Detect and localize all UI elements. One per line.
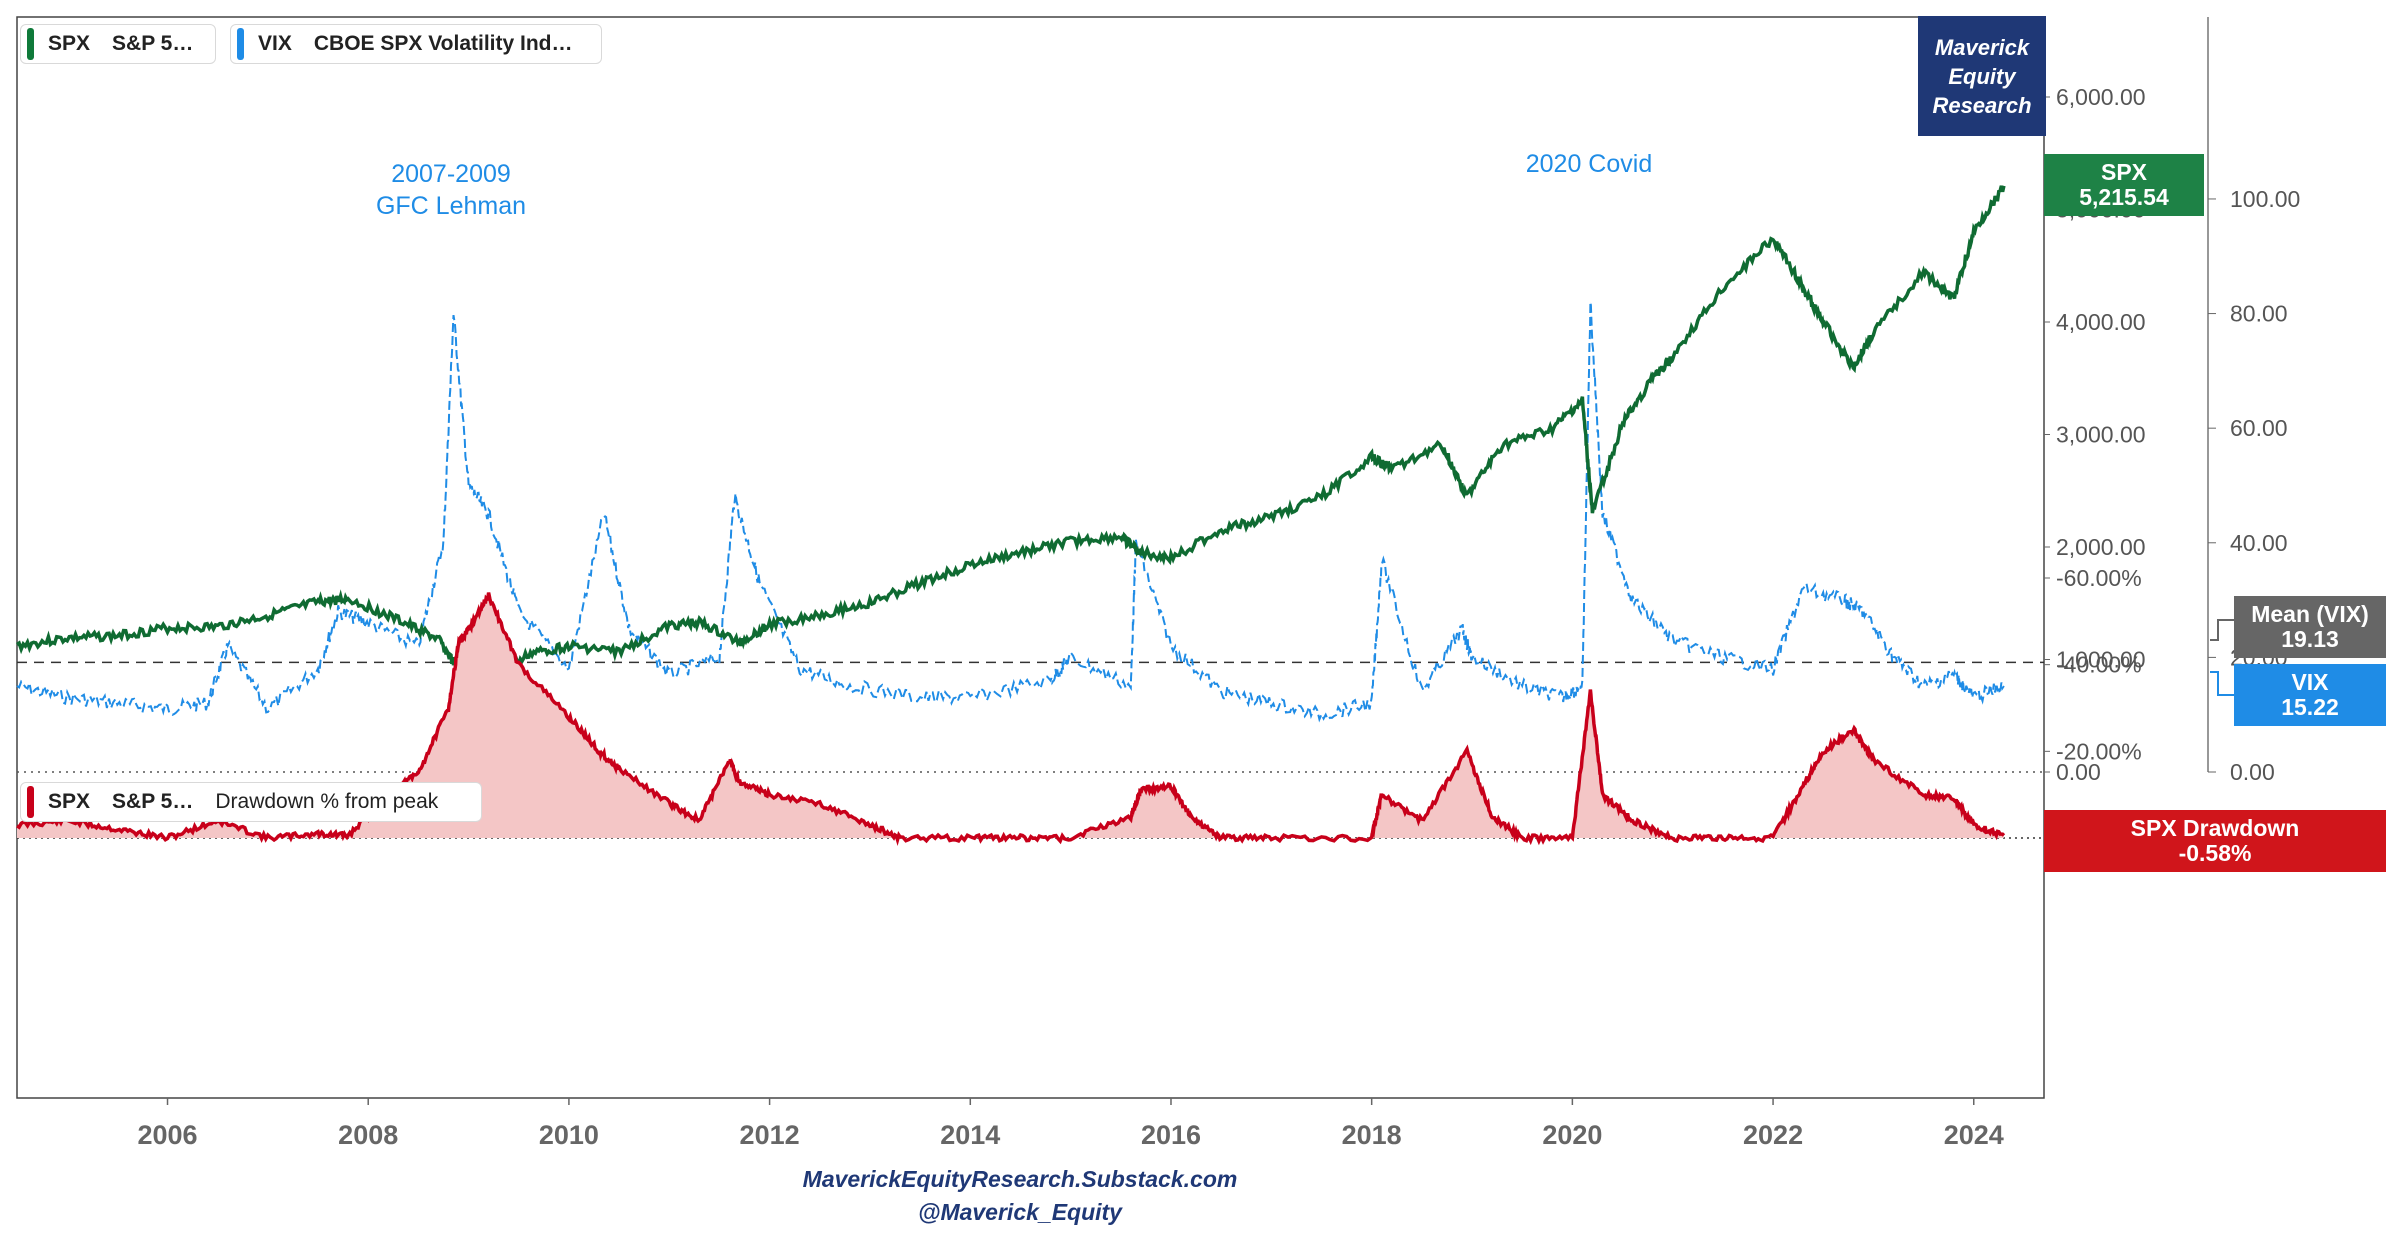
mean-tag-value: 19.13 (2281, 626, 2339, 652)
drawdown-color-swatch (27, 786, 34, 818)
legend-vix-name: CBOE SPX Volatility Ind… (313, 32, 573, 55)
spx-tick-label: 6,000.00 (2056, 84, 2146, 110)
x-tick-label-2006: 2006 (137, 1120, 197, 1150)
legend-drawdown-ticker: SPX (48, 790, 91, 813)
spx-color-swatch (27, 28, 34, 60)
x-tick-label-2014: 2014 (940, 1120, 1000, 1150)
spx-tick-label: 0.00 (2056, 759, 2101, 785)
mean-tag-label: Mean (VIX) (2251, 601, 2369, 627)
legend-spx-ticker: SPX (48, 32, 91, 55)
spx-tag-label: SPX (2100, 159, 2148, 185)
brand-line-3: Research (1932, 92, 2032, 118)
drawdown-tick-label: -20.00% (2056, 738, 2142, 764)
legend-vix[interactable]: VIX CBOE SPX Volatility Ind… (230, 24, 602, 64)
plot-frame (16, 16, 2045, 1099)
annotation-gfc-line2: GFC Lehman (376, 192, 526, 220)
x-tick-label-2016: 2016 (1141, 1120, 1201, 1150)
legend-drawdown-name: S&P 5… (112, 790, 194, 813)
x-tick-label-2012: 2012 (740, 1120, 800, 1150)
vix-last-value-tag: VIX 15.22 (2234, 664, 2386, 726)
brand-line-2: Equity (1948, 63, 2016, 89)
vix-tag-value: 15.22 (2281, 694, 2339, 720)
legend-spx[interactable]: SPX S&P 5… (20, 24, 216, 64)
spx-tick-label: 3,000.00 (2056, 422, 2146, 448)
x-tick-label-2022: 2022 (1743, 1120, 1803, 1150)
vix-tick-label: 100.00 (2230, 186, 2300, 212)
drawdown-tick-label: -60.00% (2056, 565, 2142, 591)
footer-website[interactable]: MaverickEquityResearch.Substack.com (802, 1166, 1238, 1192)
vix-mean-tag: Mean (VIX) 19.13 (2234, 596, 2386, 658)
legend-spx-name: S&P 5… (112, 32, 194, 55)
legend-drawdown[interactable]: SPX S&P 5… Drawdown % from peak (20, 782, 482, 822)
x-tick-label-2018: 2018 (1342, 1120, 1402, 1150)
spx-tick-label: 4,000.00 (2056, 309, 2146, 335)
annotation-covid: 2020 Covid (1526, 150, 1652, 178)
spx-tick-label: 2,000.00 (2056, 534, 2146, 560)
footer-handle[interactable]: @Maverick_Equity (918, 1199, 1122, 1225)
vix-tick-label: 40.00 (2230, 530, 2288, 556)
x-tick-label-2020: 2020 (1542, 1120, 1602, 1150)
vix-line (16, 301, 2005, 723)
drawdown-tag-value: -0.58% (2178, 840, 2252, 866)
spx-tag-value: 5,215.54 (2079, 184, 2169, 210)
annotation-gfc-line1: 2007-2009 (391, 160, 511, 188)
vix-tag-label: VIX (2291, 669, 2329, 695)
x-tick-label-2010: 2010 (539, 1120, 599, 1150)
brand-line-1: Maverick (1934, 34, 2030, 60)
spx-line (16, 185, 2006, 699)
vix-color-swatch (237, 28, 244, 60)
vix-tag-connector (2210, 671, 2234, 696)
vix-tick-label: 60.00 (2230, 415, 2288, 441)
drawdown-last-value-tag: SPX Drawdown -0.58% (2044, 810, 2386, 872)
mean-tag-connector (2210, 619, 2234, 641)
legend-drawdown-extra: Drawdown % from peak (215, 790, 439, 813)
drawdown-line (16, 592, 2006, 847)
x-tick-label-2024: 2024 (1944, 1120, 2004, 1150)
x-tick-label-2008: 2008 (338, 1120, 398, 1150)
drawdown-tick-label: -40.00% (2056, 652, 2142, 678)
vix-tick-label: 0.00 (2230, 759, 2275, 785)
vix-tick-label: 80.00 (2230, 301, 2288, 327)
brand-logo: Maverick Equity Research (1918, 16, 2046, 136)
drawdown-tag-label: SPX Drawdown (2130, 815, 2300, 841)
spx-last-value-tag: SPX 5,215.54 (2044, 154, 2204, 216)
spx-tick-label: 1,000.00 (2056, 647, 2146, 673)
legend-vix-ticker: VIX (258, 32, 292, 55)
